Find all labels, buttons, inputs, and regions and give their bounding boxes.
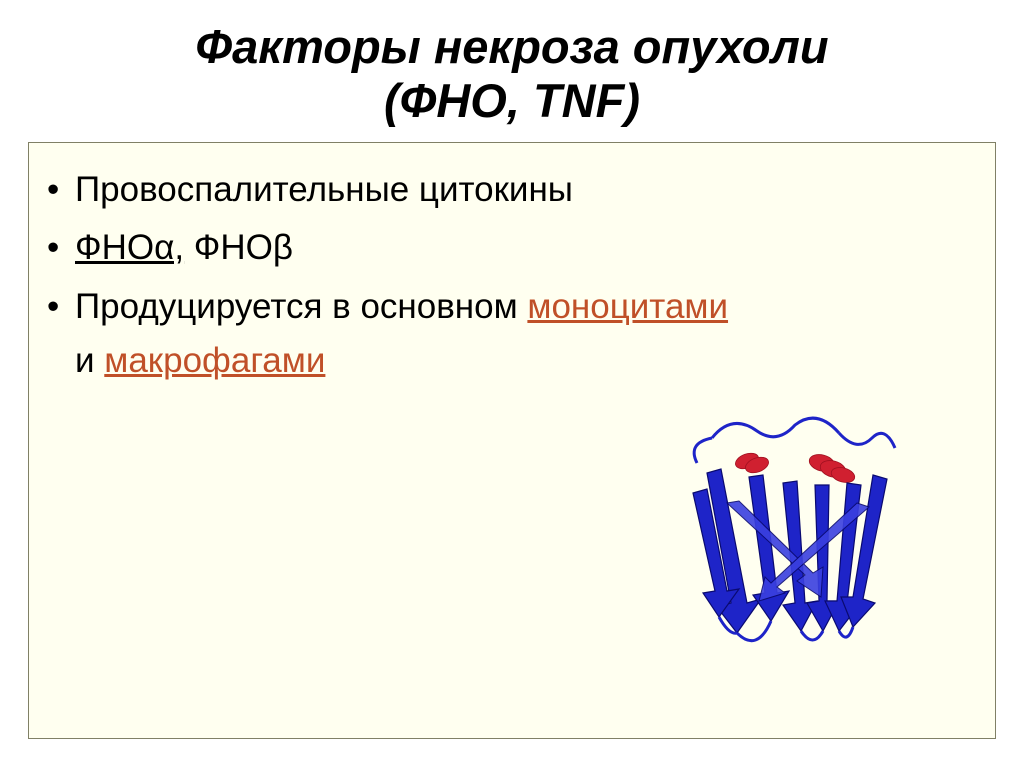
title-line-1: Факторы некроза опухоли (195, 20, 828, 73)
bullet-text: ФНОβ (184, 228, 293, 267)
link-macrophages[interactable]: макрофагами (104, 341, 325, 380)
bullet-item: Провоспалительные цитокины (75, 163, 965, 217)
link-monocytes[interactable]: моноцитами (527, 287, 728, 326)
bullet-list: Провоспалительные цитокины ФНОα, ФНОβ Пр… (75, 163, 965, 388)
bullet-text: Провоспалительные цитокины (75, 170, 573, 209)
bullet-item: ФНОα, ФНОβ (75, 221, 965, 275)
title-line-2: (ФНО, TNF) (384, 74, 640, 127)
bullet-text: Продуцируется в основном (75, 287, 527, 326)
protein-structure-icon (657, 403, 927, 663)
bullet-text: и (75, 341, 104, 380)
bullet-text-underlined: ФНОα, (75, 228, 184, 267)
bullet-item: Продуцируется в основном моноцитами и ма… (75, 280, 965, 389)
content-box: Провоспалительные цитокины ФНОα, ФНОβ Пр… (28, 142, 996, 739)
slide-title: Факторы некроза опухоли (ФНО, TNF) (28, 20, 996, 128)
